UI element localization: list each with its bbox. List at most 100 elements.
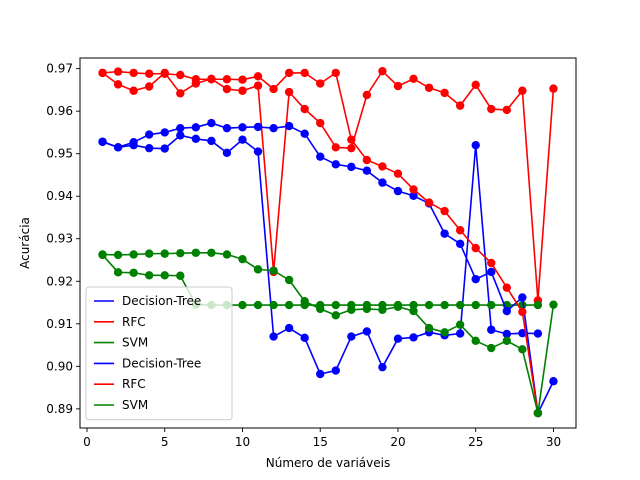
data-point — [533, 408, 543, 418]
data-point — [222, 123, 232, 133]
data-point — [455, 239, 465, 249]
data-point — [409, 74, 418, 84]
series-line — [102, 70, 555, 302]
data-point — [300, 129, 309, 138]
data-point — [144, 143, 154, 153]
data-point — [424, 83, 434, 92]
data-point — [222, 75, 232, 84]
data-point — [378, 178, 387, 187]
data-point — [409, 333, 418, 342]
data-point — [440, 229, 449, 238]
data-point — [378, 362, 387, 372]
data-point — [502, 336, 512, 346]
data-point — [331, 366, 340, 375]
data-point — [316, 152, 325, 161]
data-point — [98, 137, 107, 146]
data-point — [409, 185, 418, 194]
data-point — [129, 250, 138, 259]
data-point — [144, 271, 154, 280]
data-point — [502, 306, 512, 316]
x-axis-ticks: 0 5 10 15 20 25 30 — [83, 428, 561, 449]
data-point — [455, 300, 465, 310]
data-point — [284, 87, 294, 97]
data-point — [191, 134, 201, 143]
data-point — [191, 248, 201, 257]
x-tick-label: 5 — [161, 435, 169, 449]
data-point — [300, 104, 309, 114]
data-point — [471, 80, 480, 89]
data-point — [549, 84, 558, 93]
data-point — [518, 345, 527, 354]
data-point — [487, 104, 496, 114]
data-point — [502, 283, 512, 292]
legend-entry: Decision-Tree — [94, 356, 201, 370]
y-tick-label: 0.90 — [46, 359, 73, 373]
data-point — [393, 169, 403, 178]
data-point — [331, 68, 340, 78]
data-point — [113, 67, 123, 76]
data-point — [144, 69, 154, 78]
data-point — [316, 118, 325, 128]
data-point — [455, 329, 465, 338]
data-point — [238, 135, 247, 144]
data-point — [253, 122, 263, 132]
data-point — [518, 307, 527, 317]
data-point — [347, 162, 356, 172]
data-point — [222, 148, 232, 158]
data-point — [502, 329, 512, 339]
data-point — [238, 86, 247, 95]
y-tick-label: 0.95 — [46, 147, 73, 161]
data-point — [549, 377, 558, 386]
data-point — [113, 143, 123, 152]
data-point — [300, 68, 309, 78]
data-point — [253, 81, 263, 90]
data-point — [129, 268, 138, 277]
data-point — [487, 258, 496, 268]
data-point — [362, 166, 372, 175]
data-point — [502, 105, 512, 115]
data-point — [440, 300, 449, 310]
data-point — [269, 332, 278, 341]
data-point — [362, 90, 372, 100]
legend-label: RFC — [122, 315, 146, 329]
x-tick-label: 15 — [313, 435, 328, 449]
data-point — [362, 327, 372, 336]
data-point — [393, 81, 403, 91]
data-point — [113, 250, 123, 260]
data-point — [362, 155, 372, 165]
legend-label: RFC — [122, 377, 146, 391]
data-point — [518, 86, 527, 95]
data-point — [253, 300, 263, 310]
series-5 — [98, 67, 543, 418]
data-point — [269, 300, 278, 310]
legend-label: Decision-Tree — [122, 356, 201, 370]
x-tick-label: 10 — [235, 435, 250, 449]
data-point — [160, 69, 169, 78]
series-4 — [98, 118, 558, 418]
y-tick-label: 0.92 — [46, 274, 73, 288]
data-point — [160, 144, 169, 153]
data-point — [238, 300, 247, 310]
data-point — [533, 329, 543, 338]
data-point — [424, 300, 434, 310]
data-point — [238, 123, 247, 132]
data-point — [378, 305, 387, 314]
series-6 — [98, 248, 558, 418]
y-tick-label: 0.91 — [46, 317, 73, 331]
data-point — [269, 123, 278, 133]
x-tick-label: 0 — [83, 435, 91, 449]
data-point — [316, 369, 325, 379]
data-point — [409, 191, 418, 200]
y-tick-label: 0.93 — [46, 232, 73, 246]
data-point — [331, 160, 340, 169]
data-point — [409, 300, 418, 310]
legend-label: Decision-Tree — [122, 294, 201, 308]
data-point — [160, 271, 169, 280]
data-point — [487, 300, 496, 310]
data-point — [144, 130, 154, 139]
data-point — [316, 79, 325, 88]
x-tick-label: 25 — [468, 435, 483, 449]
x-axis-label: Número de variáveis — [266, 456, 390, 470]
data-point — [160, 128, 169, 137]
legend-label: SVM — [122, 398, 148, 412]
